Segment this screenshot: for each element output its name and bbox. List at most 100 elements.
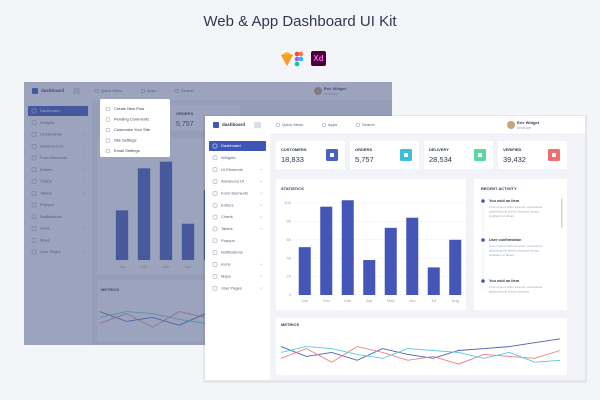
menu-item[interactable]: Apps bbox=[328, 122, 337, 127]
nav-item[interactable]: Advanced UI bbox=[221, 179, 244, 184]
x-tick-label: Apr bbox=[366, 298, 373, 303]
nav-item[interactable]: Dashboard bbox=[221, 143, 241, 148]
nav-icon bbox=[212, 285, 218, 291]
nav-icon bbox=[212, 274, 218, 279]
dropdown-icon bbox=[105, 117, 110, 122]
activity-text: adipiscing elit sed do eiusmod tempor bbox=[489, 209, 539, 213]
bar bbox=[298, 247, 311, 295]
nav-item[interactable]: Charts bbox=[221, 214, 233, 219]
timeline-dot bbox=[481, 279, 485, 283]
x-tick-label: Aug bbox=[452, 298, 459, 303]
bar bbox=[341, 200, 354, 295]
menu-icon bbox=[355, 122, 361, 128]
dropdown-icon bbox=[105, 138, 110, 143]
figma-icon bbox=[294, 56, 300, 62]
activity-text: Lorem ipsum dolor sit amet, consectetur bbox=[489, 205, 542, 209]
nav-icon bbox=[212, 214, 218, 220]
menu-item[interactable]: Search bbox=[362, 122, 375, 127]
y-tick-label: 0 bbox=[289, 292, 292, 297]
panel-title: RECENT ACTIVITY bbox=[481, 186, 517, 191]
nav-item[interactable]: UI Elements bbox=[221, 167, 243, 172]
nav-icon bbox=[212, 191, 218, 196]
bar bbox=[406, 217, 419, 295]
panel-title: METRICS bbox=[281, 322, 299, 327]
panel-title: STATISTICS bbox=[281, 186, 304, 191]
card-glyph bbox=[552, 153, 556, 157]
x-tick-label: Feb bbox=[323, 298, 331, 303]
front-window: dashboard Quick Menu Apps Search Eric Widget… bbox=[203, 115, 587, 383]
nav-item[interactable]: Widgets bbox=[221, 155, 235, 160]
card-value: 5,757 bbox=[355, 155, 374, 164]
card-value: 28,534 bbox=[429, 155, 452, 164]
x-tick-label: May bbox=[387, 298, 395, 303]
y-tick-label: 100 bbox=[284, 200, 291, 205]
nav-caret bbox=[259, 204, 263, 207]
dropdown-icon bbox=[105, 106, 110, 111]
nav-caret bbox=[259, 263, 263, 266]
scrollbar bbox=[561, 198, 563, 228]
card-glyph bbox=[330, 153, 334, 157]
xd-label: Xd bbox=[313, 54, 323, 63]
nav-icon bbox=[212, 238, 218, 244]
bar bbox=[427, 267, 440, 295]
nav-icon bbox=[212, 203, 218, 208]
card-glyph bbox=[404, 153, 408, 157]
nav-item[interactable]: Icons bbox=[221, 262, 231, 267]
bar bbox=[320, 206, 333, 295]
nav-item[interactable]: User Pages bbox=[221, 285, 242, 290]
brand: dashboard bbox=[222, 122, 245, 127]
menu-item[interactable]: Quick Menu bbox=[282, 122, 303, 127]
xd-icon bbox=[311, 51, 326, 66]
figma-icon bbox=[294, 51, 300, 57]
metric-line bbox=[280, 338, 561, 361]
card-glyph bbox=[478, 153, 482, 157]
y-tick-label: 40 bbox=[287, 255, 292, 260]
avatar bbox=[507, 121, 515, 129]
nav-icon bbox=[212, 250, 218, 255]
card-value: 18,833 bbox=[281, 155, 304, 164]
card-label: VERIFIED bbox=[503, 147, 522, 152]
nav-caret bbox=[259, 216, 263, 219]
nav-item[interactable]: Maps bbox=[221, 273, 231, 278]
nav-item[interactable]: Notifications bbox=[221, 250, 243, 255]
dropdown-icon bbox=[105, 127, 110, 132]
timeline-dot bbox=[481, 199, 485, 203]
nav-caret bbox=[259, 192, 263, 195]
activity-text: adipiscing elit sed do eiusmod tempor bbox=[489, 248, 539, 252]
dropdown-item[interactable]: Email Settings bbox=[114, 148, 140, 153]
nav-caret bbox=[259, 180, 263, 183]
dropdown-icon bbox=[105, 148, 110, 153]
topbar bbox=[205, 116, 585, 134]
nav-caret bbox=[259, 168, 263, 171]
nav-icon bbox=[212, 167, 218, 172]
nav-caret bbox=[259, 275, 263, 278]
y-tick-label: 20 bbox=[287, 274, 292, 279]
activity-text: Lorem ipsum dolor sit amet, consectetur bbox=[489, 244, 542, 248]
activity-text: adipiscing elit sed do eiusmod bbox=[489, 289, 529, 293]
y-tick-label: 60 bbox=[287, 237, 292, 242]
bar bbox=[363, 260, 376, 295]
nav-item[interactable]: Popups bbox=[221, 238, 235, 243]
menu-icon bbox=[321, 122, 327, 128]
metric-line bbox=[280, 346, 561, 365]
dropdown-item[interactable]: Site Settings bbox=[114, 138, 136, 143]
nav-icon bbox=[212, 155, 218, 161]
nav-item[interactable]: Form Elements bbox=[221, 190, 248, 195]
dropdown-item[interactable]: Pending Comments bbox=[114, 117, 149, 122]
dropdown-item[interactable]: Create New Post bbox=[114, 106, 145, 111]
nav-icon bbox=[212, 262, 218, 267]
timeline-dot bbox=[481, 238, 485, 242]
dropdown-item[interactable]: Customize Your Site bbox=[114, 127, 151, 132]
page-title: Web & App Dashboard UI Kit bbox=[203, 13, 397, 30]
nav-item[interactable]: Editors bbox=[221, 202, 233, 207]
activity-text: Lorem ipsum dolor sit amet, consectetur bbox=[489, 285, 542, 289]
activity-title: User confirmation bbox=[489, 238, 522, 242]
card-value: 39,432 bbox=[503, 155, 526, 164]
x-tick-label: Jan bbox=[302, 298, 308, 303]
panel bbox=[276, 318, 567, 375]
x-tick-label: Jun bbox=[409, 298, 415, 303]
menu-icon bbox=[275, 122, 281, 128]
activity-text: incididunt ut labore bbox=[489, 253, 515, 257]
nav-item[interactable]: Tables bbox=[221, 226, 233, 231]
bar bbox=[449, 239, 462, 295]
